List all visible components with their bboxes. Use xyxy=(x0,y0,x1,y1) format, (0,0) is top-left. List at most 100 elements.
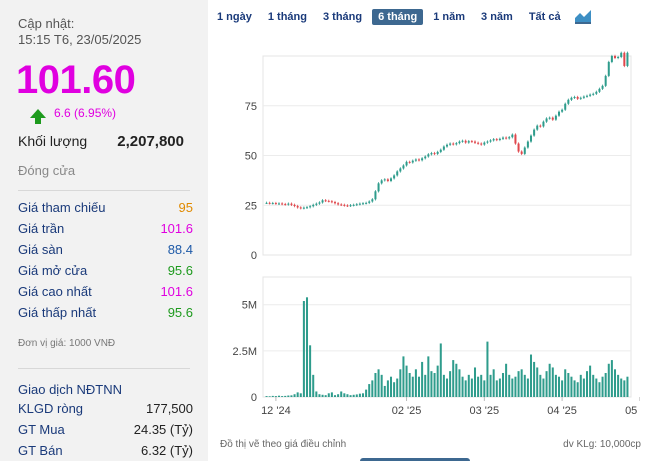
candle-body xyxy=(467,141,470,143)
candle-body xyxy=(402,165,405,169)
tab-1-year[interactable]: 1 năm xyxy=(433,11,466,23)
volume-bar xyxy=(380,374,383,397)
x-tick-label: 02 '25 xyxy=(392,405,422,417)
foreign-label: GT Mua xyxy=(18,422,65,437)
candle-body xyxy=(480,143,483,145)
candle-body xyxy=(598,88,601,92)
price-tick-label: 0 xyxy=(251,250,257,262)
tab-all[interactable]: Tất cả xyxy=(528,11,561,23)
candle-body xyxy=(281,203,284,205)
volume-bar xyxy=(620,378,623,397)
candle-body xyxy=(470,141,473,143)
candle-body xyxy=(517,143,520,152)
price-row-ceiling: Giá trần 101.6 xyxy=(18,221,193,242)
volume-bar xyxy=(617,374,620,397)
volume-bar xyxy=(433,373,436,397)
volume-bar xyxy=(290,395,293,397)
tab-6-months[interactable]: 6 tháng xyxy=(372,9,424,25)
candle-body xyxy=(589,94,592,96)
volume-bar xyxy=(383,385,386,397)
volume-row: Khối lượng 2,207,800 xyxy=(18,133,184,150)
volume-bar xyxy=(498,378,501,397)
stock-summary-panel: Cập nhật: 15:15 T6, 23/05/2025 101.60 6.… xyxy=(0,0,208,461)
volume-bar xyxy=(399,369,402,397)
price-label: Giá thấp nhất xyxy=(18,305,97,320)
price-label: Giá cao nhất xyxy=(18,284,92,299)
candle-body xyxy=(330,201,333,203)
volume-bar xyxy=(449,371,452,397)
volume-bar xyxy=(330,392,333,397)
candle-body xyxy=(601,85,604,89)
area-chart-icon[interactable] xyxy=(574,10,591,24)
volume-tick-label: 5M xyxy=(242,300,257,312)
foreign-label: GT Bán xyxy=(18,443,63,458)
candle-body xyxy=(358,203,361,205)
volume-label: Khối lượng xyxy=(18,133,88,149)
candle-body xyxy=(277,203,281,205)
price-label: Giá mở cửa xyxy=(18,263,88,278)
tab-1-day[interactable]: 1 ngày xyxy=(217,11,252,23)
unit-note: Đơn vị giá: 1000 VNĐ xyxy=(18,338,116,349)
candle-body xyxy=(445,144,449,147)
volume-bar xyxy=(483,380,486,397)
tab-1-month[interactable]: 1 tháng xyxy=(267,11,307,23)
volume-bar xyxy=(511,378,514,397)
foreign-value: 24.35 (Tỷ) xyxy=(133,422,193,437)
candle-body xyxy=(383,179,386,181)
volume-bar xyxy=(523,374,526,397)
volume-bar xyxy=(604,373,607,397)
foreign-row-sell: GT Bán 6.32 (Tỷ) xyxy=(18,443,193,461)
volume-bar xyxy=(340,391,343,397)
volume-bar xyxy=(305,297,309,397)
candle-body xyxy=(473,141,477,143)
candle-body xyxy=(564,103,567,110)
volume-bar xyxy=(501,373,505,397)
volume-bar xyxy=(414,369,417,397)
volume-bar xyxy=(405,365,408,397)
candle-body xyxy=(526,141,529,148)
candle-body xyxy=(343,204,346,206)
price-row-low: Giá thấp nhất 95.6 xyxy=(18,305,193,326)
volume-bar xyxy=(585,371,589,397)
candle-body xyxy=(567,99,570,104)
volume-bar xyxy=(539,374,542,397)
volume-unit-note: dv KLg: 10,000cp xyxy=(563,439,641,450)
candle-body xyxy=(377,183,380,192)
candle-body xyxy=(551,117,554,120)
volume-bar xyxy=(377,369,380,397)
candle-body xyxy=(439,149,442,152)
divider xyxy=(18,368,190,369)
x-tick-label: 12 '24 xyxy=(261,405,291,417)
foreign-trade-title: Giao dịch NĐTNN xyxy=(18,382,123,397)
candle-body xyxy=(293,204,296,207)
candle-body xyxy=(539,125,542,127)
volume-bar xyxy=(477,376,480,397)
volume-bar xyxy=(520,369,523,397)
volume-bar xyxy=(318,394,321,397)
candle-body xyxy=(607,61,610,76)
candle-body xyxy=(514,134,517,144)
price-value: 101.6 xyxy=(160,221,193,236)
volume-tick-label: 0 xyxy=(251,392,257,404)
candle-body xyxy=(417,159,421,161)
volume-bar xyxy=(548,363,551,397)
volume-bar xyxy=(424,374,427,397)
candle-body xyxy=(349,205,352,207)
candle-body xyxy=(396,171,399,176)
candle-body xyxy=(617,56,620,58)
volume-bar xyxy=(542,378,545,397)
candle-body xyxy=(520,151,523,154)
tab-3-years[interactable]: 3 năm xyxy=(481,11,513,23)
candle-body xyxy=(573,96,576,98)
volume-bar xyxy=(623,380,626,397)
candle-body xyxy=(430,153,433,155)
tab-3-months[interactable]: 3 tháng xyxy=(322,11,363,23)
candle-body xyxy=(495,139,498,141)
volume-bar xyxy=(598,382,601,397)
chart-footnote: Đồ thị vẽ theo giá điều chỉnh xyxy=(220,439,347,450)
candle-body xyxy=(483,142,486,145)
bottom-handle[interactable] xyxy=(360,458,470,461)
candle-body xyxy=(433,153,436,155)
volume-bar xyxy=(302,301,305,397)
period-tabs: 1 ngày 1 tháng 3 tháng 6 tháng 1 năm 3 n… xyxy=(211,9,591,25)
